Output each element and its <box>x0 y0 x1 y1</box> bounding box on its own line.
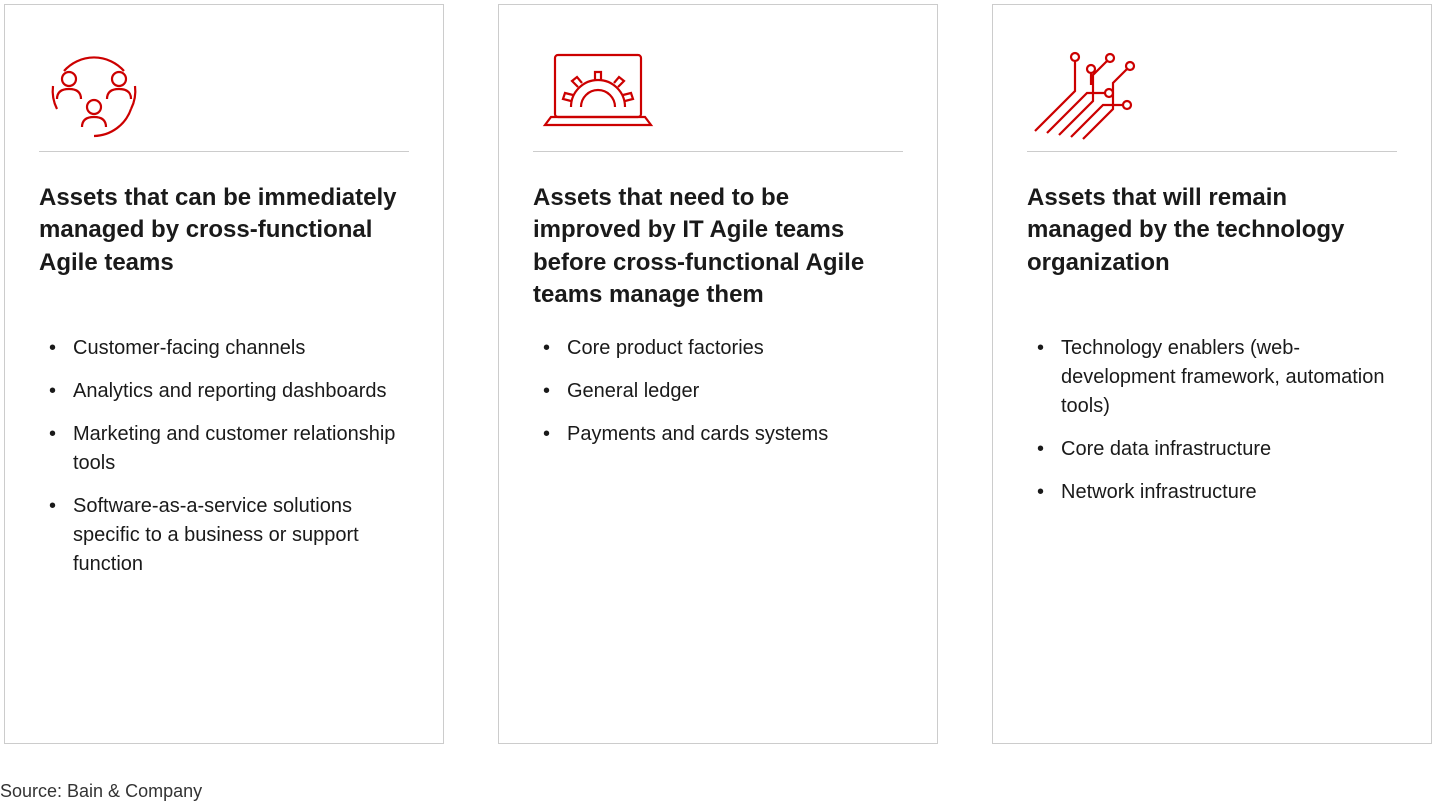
circuit-icon <box>1027 41 1397 151</box>
bullet-list: Customer-facing channels Analytics and r… <box>39 334 409 593</box>
list-item: Marketing and customer relationship tool… <box>39 420 409 478</box>
cards-row: Assets that can be immediately managed b… <box>0 0 1440 744</box>
list-item: Core product factories <box>533 334 903 363</box>
gear-laptop-icon <box>533 41 903 151</box>
source-attribution: Source: Bain & Company <box>0 781 202 802</box>
card-tech-org: Assets that will remain managed by the t… <box>992 4 1432 744</box>
card-divider <box>533 151 903 152</box>
bullet-list: Technology enablers (web-development fra… <box>1027 334 1397 521</box>
card-title: Assets that can be immediately managed b… <box>39 182 409 312</box>
bullet-list: Core product factories General ledger Pa… <box>533 334 903 463</box>
card-divider <box>39 151 409 152</box>
team-icon <box>39 41 409 151</box>
list-item: Software-as-a-service solutions specific… <box>39 492 409 579</box>
card-divider <box>1027 151 1397 152</box>
card-immediate: Assets that can be immediately managed b… <box>4 4 444 744</box>
list-item: General ledger <box>533 377 903 406</box>
card-title: Assets that will remain managed by the t… <box>1027 182 1397 312</box>
list-item: Core data infrastructure <box>1027 435 1397 464</box>
list-item: Network infrastructure <box>1027 478 1397 507</box>
card-title: Assets that need to be improved by IT Ag… <box>533 182 903 312</box>
card-improve: Assets that need to be improved by IT Ag… <box>498 4 938 744</box>
list-item: Analytics and reporting dashboards <box>39 377 409 406</box>
list-item: Technology enablers (web-development fra… <box>1027 334 1397 421</box>
list-item: Payments and cards systems <box>533 420 903 449</box>
list-item: Customer-facing channels <box>39 334 409 363</box>
